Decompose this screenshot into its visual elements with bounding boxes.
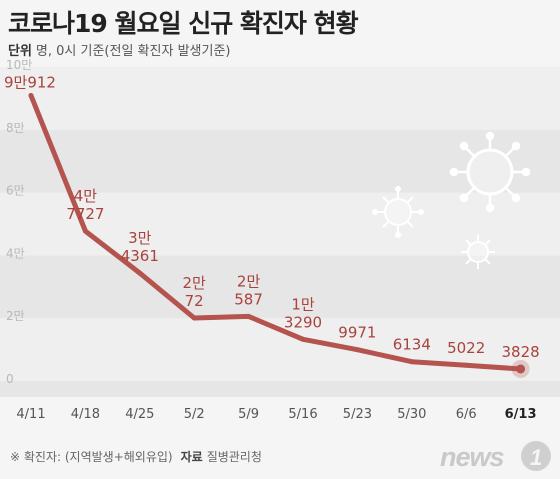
data-label: 5022 [447, 339, 485, 357]
chart-title: 코로나19 월요일 신규 확진자 현황 [8, 9, 359, 38]
svg-text:1: 1 [530, 445, 542, 470]
data-point [82, 228, 88, 234]
x-tick-label: 5/2 [184, 407, 205, 422]
y-tick-label: 6만 [6, 184, 25, 198]
y-axis-ticks: 0 2만 4만 6만 8만 10만 [6, 58, 32, 386]
data-label: 587 [234, 290, 263, 308]
x-tick-label: 5/23 [343, 407, 372, 422]
series-line [28, 93, 524, 372]
data-point [409, 359, 415, 365]
data-label: 72 [185, 292, 204, 310]
unit-note: 단위 명, 0시 기준(전일 확진자 발생기준) [8, 40, 230, 59]
x-axis-ticks: 4/11 4/18 4/25 5/2 5/9 5/16 5/23 5/30 6/6 6/13 [16, 407, 536, 422]
unit-label: 단위 [8, 44, 32, 59]
data-label: 3만 [128, 229, 152, 247]
data-point [300, 336, 306, 342]
footnote: ※ 확진자: (지역발생+해외유입) 자료 질병관리청 [10, 448, 262, 465]
data-label: 9만912 [4, 74, 56, 92]
data-label: 1만 [291, 295, 315, 313]
x-tick-label: 6/13 [505, 407, 537, 422]
grid-band [0, 381, 560, 397]
grid-band [0, 67, 560, 130]
data-point [246, 313, 252, 319]
y-tick-label: 8만 [6, 121, 25, 135]
y-tick-label: 0 [6, 372, 14, 386]
x-tick-label: 5/30 [397, 407, 426, 422]
source-text: 질병관리청 [206, 450, 262, 464]
grid-band [0, 192, 560, 256]
data-point [28, 93, 34, 99]
data-label: 3828 [502, 343, 540, 361]
data-label: 6134 [393, 336, 431, 354]
news1-logo: news 1 [440, 441, 551, 472]
svg-text:news: news [440, 442, 505, 472]
data-label: 3290 [284, 313, 322, 331]
data-point [516, 364, 526, 374]
source-label: 자료 [180, 450, 203, 464]
footnote-text: ※ 확진자: (지역발생+해외유입) [10, 450, 173, 464]
grid-band [0, 129, 560, 193]
virus-decoration-icon [372, 131, 531, 269]
data-label: 7727 [66, 205, 104, 223]
x-tick-label: 4/18 [71, 407, 100, 422]
y-tick-label: 10만 [6, 58, 32, 72]
data-label: 4만 [74, 187, 98, 205]
grid-bands [0, 67, 560, 397]
series-points [28, 93, 530, 378]
data-point [354, 347, 360, 353]
data-label: 9971 [338, 324, 376, 342]
y-tick-label: 4만 [6, 246, 25, 260]
x-tick-label: 5/9 [238, 407, 259, 422]
unit-text: 명, 0시 기준(전일 확진자 발생기준) [35, 44, 231, 59]
data-label: 2만 [183, 274, 207, 292]
x-tick-label: 4/25 [125, 407, 154, 422]
data-label: 4361 [121, 247, 159, 265]
y-tick-label: 2만 [6, 309, 25, 323]
data-point [191, 315, 197, 321]
data-point [137, 270, 143, 276]
grid-band [0, 255, 560, 319]
data-label: 2만 [237, 272, 261, 290]
x-tick-label: 5/16 [288, 407, 317, 422]
x-tick-label: 6/6 [456, 407, 477, 422]
x-tick-label: 4/11 [16, 407, 45, 422]
data-point [463, 362, 469, 368]
